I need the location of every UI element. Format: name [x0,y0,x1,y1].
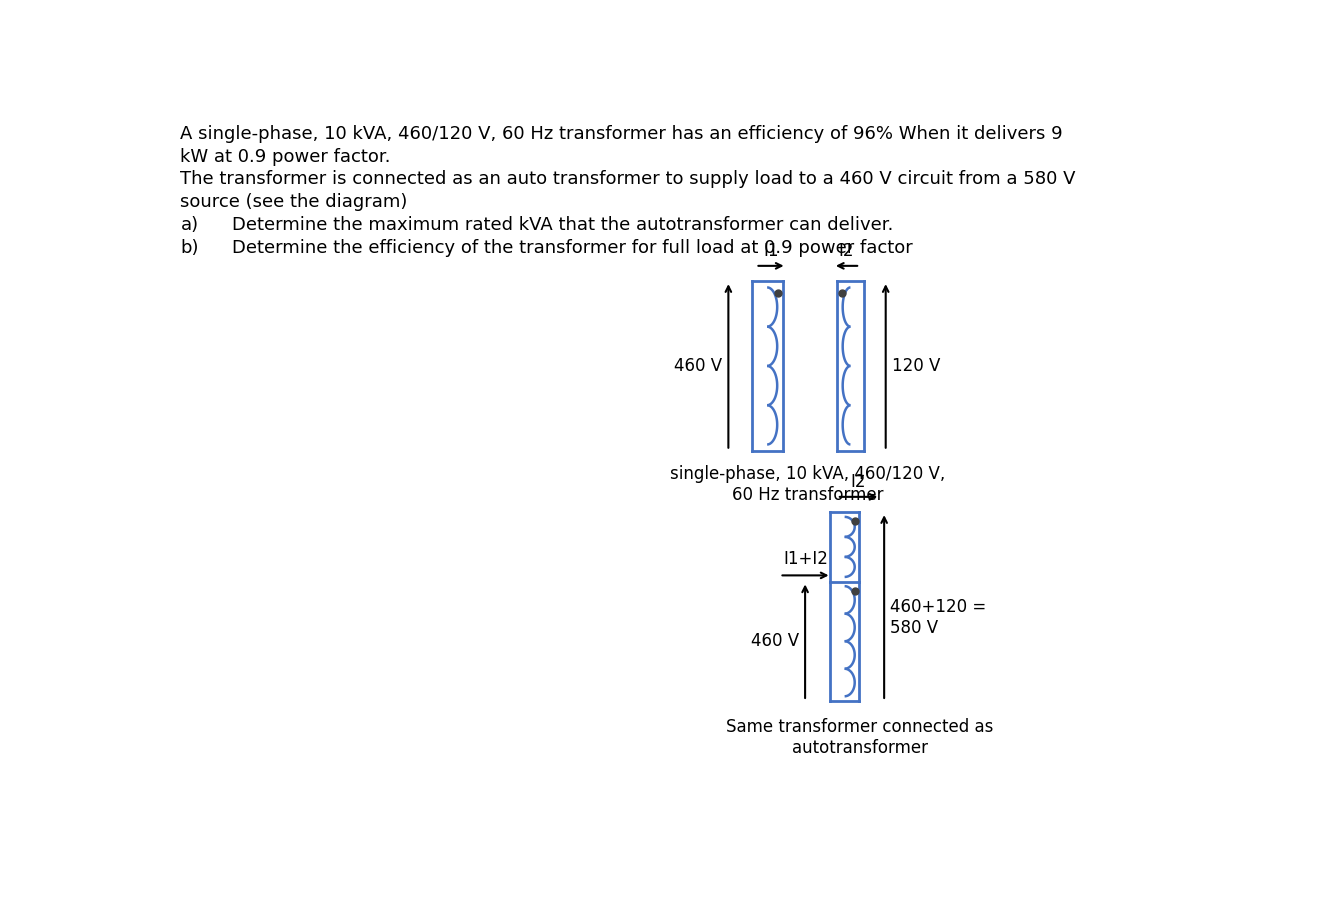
Text: kW at 0.9 power factor.: kW at 0.9 power factor. [180,148,392,166]
Text: 60 Hz transformer: 60 Hz transformer [733,486,883,504]
Text: Same transformer connected as: Same transformer connected as [726,718,994,736]
Text: I1+I2: I1+I2 [783,550,829,568]
Text: I2: I2 [839,242,854,260]
Text: The transformer is connected as an auto transformer to supply load to a 460 V ci: The transformer is connected as an auto … [180,169,1076,187]
Text: A single-phase, 10 kVA, 460/120 V, 60 Hz transformer has an efficiency of 96% Wh: A single-phase, 10 kVA, 460/120 V, 60 Hz… [180,125,1063,143]
Text: 460 V: 460 V [674,357,722,375]
Text: b): b) [180,238,198,256]
Text: Determine the maximum rated kVA that the autotransformer can deliver.: Determine the maximum rated kVA that the… [232,216,894,234]
Text: a): a) [180,216,198,234]
Text: autotransformer: autotransformer [793,740,928,758]
Text: 120 V: 120 V [892,357,940,375]
Text: source (see the diagram): source (see the diagram) [180,193,408,211]
Text: Determine the efficiency of the transformer for full load at 0.9 power factor: Determine the efficiency of the transfor… [232,238,914,256]
Text: single-phase, 10 kVA, 460/120 V,: single-phase, 10 kVA, 460/120 V, [670,464,946,482]
Text: I2: I2 [851,472,866,490]
Text: 580 V: 580 V [890,619,939,637]
Text: 460 V: 460 V [751,632,799,650]
Text: 460+120 =: 460+120 = [890,598,987,616]
Text: I1: I1 [763,242,779,260]
